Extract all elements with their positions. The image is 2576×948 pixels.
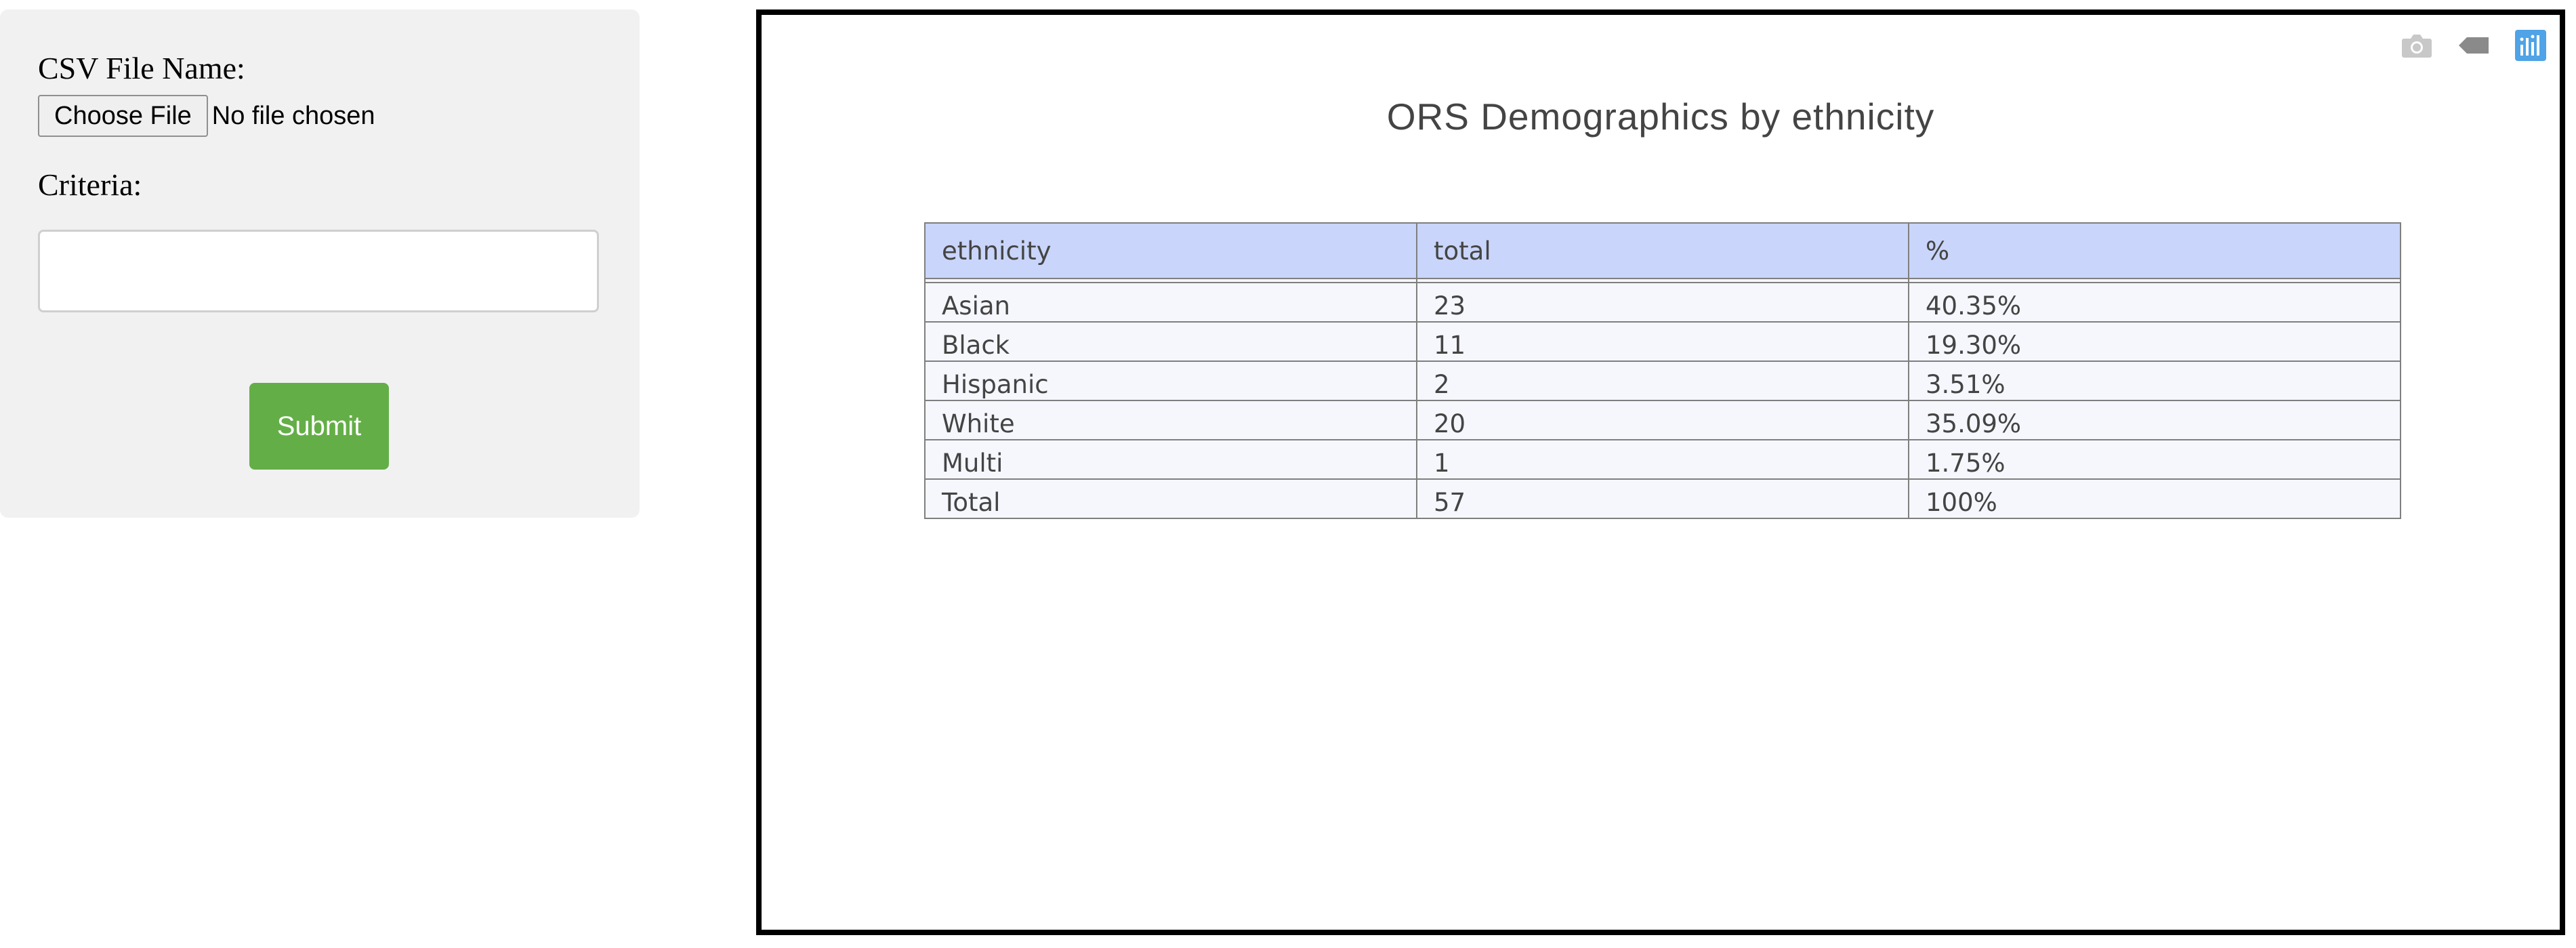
table-cell-ethnicity: Black	[924, 321, 1417, 362]
table-cell-ethnicity: Hispanic	[924, 360, 1417, 401]
column-header-total: total	[1416, 222, 1909, 279]
header-gap-row	[924, 279, 2401, 283]
table-header-row: ethnicity total %	[924, 222, 2401, 279]
plotly-logo-icon[interactable]	[2514, 28, 2548, 62]
table-cell-percent: 35.09%	[1908, 400, 2401, 440]
table-cell-total: 11	[1416, 321, 1909, 362]
table-cell-percent: 3.51%	[1908, 360, 2401, 401]
table-cell-percent: 40.35%	[1908, 282, 2401, 323]
table-row: Hispanic 2 3.51%	[924, 360, 2401, 401]
plot-title: ORS Demographics by ethnicity	[1386, 96, 1935, 138]
table-cell-total: 23	[1416, 282, 1909, 323]
table-cell-percent: 100%	[1908, 478, 2401, 519]
plot-modebar	[2400, 28, 2548, 62]
file-input[interactable]: Choose File No file chosen	[38, 95, 375, 137]
choose-file-button[interactable]: Choose File	[38, 95, 208, 137]
csv-file-label: CSV File Name:	[38, 51, 245, 85]
table-cell-percent: 1.75%	[1908, 439, 2401, 480]
table-cell-ethnicity: Total	[924, 478, 1417, 519]
file-status-text: No file chosen	[211, 101, 375, 130]
table-cell-total: 2	[1416, 360, 1909, 401]
column-header-ethnicity: ethnicity	[924, 222, 1417, 279]
submit-button[interactable]: Submit	[249, 383, 389, 470]
table-row: Black 11 19.30%	[924, 321, 2401, 362]
table-cell-total: 20	[1416, 400, 1909, 440]
table-cell-total: 57	[1416, 478, 1909, 519]
camera-icon[interactable]	[2400, 28, 2434, 62]
table-cell-total: 1	[1416, 439, 1909, 480]
column-header-percent: %	[1908, 222, 2401, 279]
table-cell-ethnicity: White	[924, 400, 1417, 440]
table-cell-percent: 19.30%	[1908, 321, 2401, 362]
tag-icon[interactable]	[2457, 28, 2491, 62]
demographics-table: ethnicity total % Asian 23 40.35% Black …	[924, 222, 2401, 519]
table-row-total: Total 57 100%	[924, 478, 2401, 519]
table-cell-ethnicity: Asian	[924, 282, 1417, 323]
table-row: Multi 1 1.75%	[924, 439, 2401, 480]
table-cell-ethnicity: Multi	[924, 439, 1417, 480]
table-row: Asian 23 40.35%	[924, 282, 2401, 323]
plot-container: ORS Demographics by ethnicity ethnicity …	[756, 9, 2565, 935]
table-row: White 20 35.09%	[924, 400, 2401, 440]
criteria-label: Criteria:	[38, 167, 142, 202]
criteria-input[interactable]	[38, 230, 599, 312]
upload-form-panel: CSV File Name: Choose File No file chose…	[0, 9, 640, 518]
